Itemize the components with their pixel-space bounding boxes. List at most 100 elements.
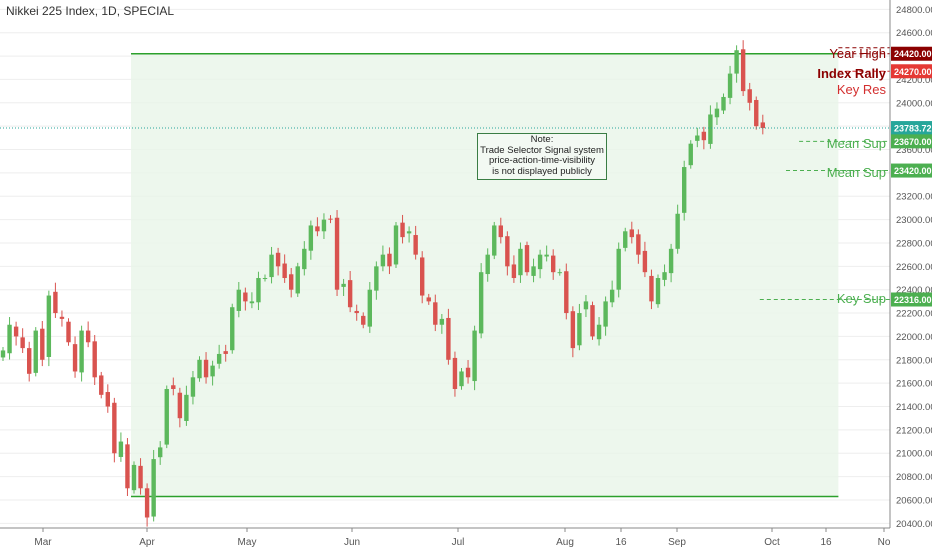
candle-body: [629, 229, 634, 238]
x-tick-label: Oct: [764, 537, 780, 548]
candle-body: [334, 217, 340, 290]
y-tick-label: 23200.00: [896, 192, 932, 203]
price-flag: [891, 134, 932, 149]
candle-body: [177, 392, 183, 419]
candle-body: [92, 341, 97, 378]
candle-body: [688, 143, 693, 166]
candle-body: [557, 272, 562, 274]
candle-body: [184, 394, 189, 421]
candle-body: [216, 353, 222, 364]
candle-body: [426, 297, 431, 302]
candle-body: [361, 315, 366, 325]
candle-body: [675, 213, 680, 249]
price-flag-label: 23420.00: [894, 166, 932, 176]
candle-body: [452, 357, 458, 389]
candle-body: [230, 307, 235, 351]
candle-body: [472, 330, 477, 382]
candle-body: [655, 278, 661, 305]
candle-body: [223, 351, 228, 354]
candle-body: [295, 266, 300, 294]
candle-body: [40, 328, 45, 360]
candle-body: [682, 167, 687, 213]
candle-body: [275, 252, 281, 267]
y-tick-label: 22800.00: [896, 238, 932, 249]
y-tick-label: 24600.00: [896, 28, 932, 39]
candle-body: [99, 375, 104, 395]
candle-body: [315, 226, 320, 232]
candle-body: [734, 50, 739, 74]
candle-body: [636, 234, 641, 255]
y-tick-label: 23600.00: [896, 145, 932, 156]
candle-body: [701, 131, 707, 141]
candle-body: [59, 316, 65, 319]
y-tick-label: 20600.00: [896, 495, 932, 506]
candle-body: [20, 337, 25, 349]
candle-body: [302, 248, 307, 270]
candle-body: [590, 305, 595, 337]
candle-body: [485, 254, 490, 275]
candle-body: [112, 402, 117, 454]
x-tick-label: Apr: [139, 537, 155, 548]
price-flag: [891, 64, 932, 79]
candle-body: [400, 222, 405, 238]
note-line: Note:: [530, 134, 554, 145]
level-name-label: Key Res: [837, 82, 887, 97]
x-tick-label: Aug: [556, 537, 574, 548]
candle-body: [727, 73, 733, 98]
price-flag-label: 23670.00: [894, 137, 932, 147]
candle-body: [374, 266, 379, 291]
level-name-label: Mean Sup: [827, 165, 886, 180]
candle-body: [439, 318, 445, 325]
y-tick-label: 22200.00: [896, 309, 932, 320]
y-tick-label: 20400.00: [896, 519, 932, 530]
candle-body: [243, 292, 248, 302]
y-tick-label: 21200.00: [896, 425, 932, 436]
candle-body: [747, 89, 752, 103]
x-tick-label: Jun: [344, 537, 360, 548]
candle-body: [413, 235, 418, 255]
candle-body: [642, 250, 648, 273]
candle-body: [289, 274, 294, 290]
y-tick-label: 20800.00: [896, 472, 932, 483]
price-flag-label: 24420.00: [894, 49, 932, 59]
candle-body: [570, 311, 576, 349]
candle-body: [105, 392, 110, 407]
candle-body: [256, 278, 261, 303]
y-tick-label: 22600.00: [896, 262, 932, 273]
candle-body: [7, 324, 12, 354]
price-flag: [891, 163, 932, 178]
price-flag: [891, 292, 932, 307]
candle-body: [478, 272, 484, 334]
candle-body: [354, 310, 359, 314]
candle-body: [151, 459, 156, 517]
candle-body: [393, 225, 399, 265]
x-tick-label: No: [878, 537, 891, 548]
candle-body: [498, 225, 503, 238]
y-tick-label: 24800.00: [896, 5, 932, 16]
candle-body: [459, 371, 464, 387]
candle-body: [596, 324, 602, 340]
candle-body: [269, 254, 274, 278]
candle-body: [210, 365, 215, 377]
candle-body: [13, 326, 19, 337]
candle-body: [551, 255, 556, 273]
note-line: Trade Selector Signal system: [480, 144, 604, 156]
candle-body: [616, 248, 621, 290]
candle-body: [609, 289, 615, 303]
x-tick-label: 16: [615, 537, 627, 548]
chart-title: Nikkei 225 Index, 1D, SPECIAL: [6, 4, 175, 18]
note-line: is not displayed publicly: [492, 165, 592, 177]
level-name-label: Index Rally: [817, 66, 886, 81]
level-name-label: Year High: [829, 46, 886, 61]
candle-body: [740, 49, 746, 92]
candle-body: [662, 272, 667, 280]
level-name-label: Key Sup: [837, 291, 886, 306]
candle-body: [236, 289, 241, 311]
price-flag-label: 24270.00: [894, 67, 932, 77]
candle-body: [125, 444, 130, 489]
candle-body: [505, 236, 510, 267]
candle-body: [308, 225, 314, 251]
candle-body: [131, 464, 137, 491]
y-tick-label: 21800.00: [896, 355, 932, 366]
